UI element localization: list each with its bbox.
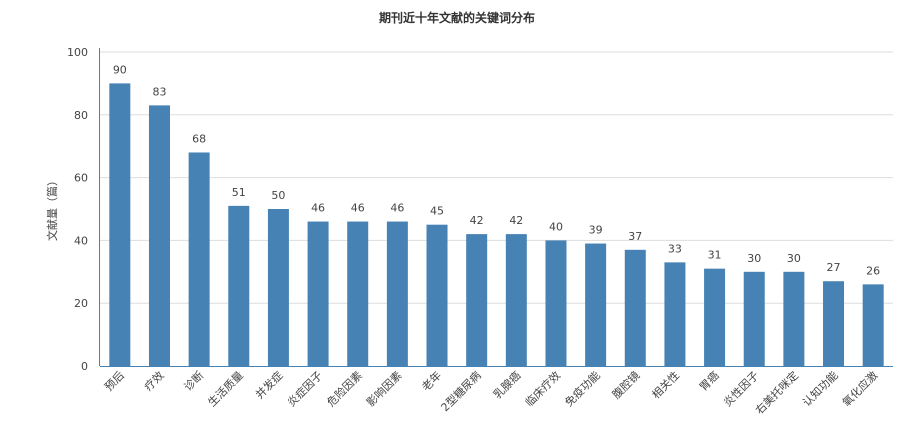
- bar: [148, 105, 170, 366]
- data-label: 46: [311, 202, 325, 215]
- data-label: 40: [549, 220, 563, 233]
- x-tick-label: 临床疗效: [522, 368, 563, 409]
- data-labels: 90 83 68 51 50 46 46 46 45 42 42 40 39 37 33 31 30 30 27 26: [113, 63, 880, 277]
- bar: [664, 262, 686, 366]
- bar: [823, 281, 845, 366]
- data-label: 90: [113, 63, 127, 76]
- bar: [743, 271, 765, 366]
- x-axis-labels: 预后 疗效 诊断 生活质量 并发症 炎症因子 危险因素 影响因素 老年2型糖尿病 乳腺癌 临床疗效免…: [102, 368, 880, 417]
- x-tick-label: 炎症因子: [284, 368, 325, 409]
- data-label: 46: [390, 202, 404, 215]
- x-tick-label: 老年: [419, 368, 444, 393]
- x-tick-label: 免疫功能: [562, 368, 603, 409]
- data-label: 46: [351, 202, 365, 215]
- data-label: 83: [152, 85, 166, 98]
- y-axis-ticks: 0 20 40 60 80 100: [67, 46, 88, 373]
- y-axis-label: 文献量（篇）: [45, 175, 59, 241]
- bar: [267, 209, 289, 366]
- x-tick-label: 相关性: [649, 368, 682, 401]
- x-tick-label: 乳腺癌: [490, 368, 523, 401]
- bar: [188, 152, 210, 366]
- y-tick-label: 60: [74, 172, 88, 185]
- x-tick-label: 预后: [102, 369, 127, 394]
- bar: [545, 240, 567, 366]
- data-label: 30: [747, 252, 761, 265]
- chart-title: 期刊近十年文献的关键词分布: [379, 10, 535, 25]
- data-label: 51: [232, 186, 246, 199]
- x-tick-label: 生活质量: [205, 368, 246, 409]
- data-label: 30: [787, 252, 801, 265]
- x-tick-label: 腹腔镜: [609, 368, 642, 401]
- x-tick-label: 氧化应激: [839, 368, 880, 409]
- data-label: 26: [866, 264, 880, 277]
- data-label: 42: [509, 214, 523, 227]
- bar: [426, 224, 448, 366]
- data-label: 31: [708, 249, 722, 262]
- gridlines: [100, 51, 893, 304]
- bar: [307, 221, 329, 366]
- bars: [109, 83, 884, 367]
- bar: [228, 205, 250, 366]
- y-tick-label: 100: [67, 46, 88, 59]
- bar: [347, 221, 369, 366]
- data-label: 68: [192, 132, 206, 145]
- data-label: 33: [668, 242, 682, 255]
- data-label: 37: [628, 230, 642, 243]
- x-tick-label: 认知功能: [800, 368, 841, 409]
- bar: [624, 249, 646, 366]
- bar: [585, 243, 607, 366]
- x-tick-label: 2型糖尿病: [438, 368, 484, 414]
- x-tick-label: 疗效: [141, 368, 166, 393]
- x-tick-label: 诊断: [181, 368, 206, 393]
- bar: [386, 221, 408, 366]
- bar: [466, 234, 488, 366]
- bar: [109, 83, 131, 367]
- data-label: 50: [271, 189, 285, 202]
- bar: [704, 268, 726, 366]
- bar: [505, 234, 527, 366]
- y-tick-label: 80: [74, 109, 88, 122]
- bar: [783, 271, 805, 366]
- x-tick-label: 右美托咪定: [752, 368, 801, 417]
- x-tick-label: 炎性因子: [720, 368, 761, 409]
- x-tick-label: 胃癌: [696, 368, 721, 393]
- y-tick-label: 40: [74, 234, 88, 247]
- data-label: 27: [827, 261, 841, 274]
- x-tick-label: 并发症: [252, 368, 285, 401]
- y-tick-label: 20: [74, 297, 88, 310]
- data-label: 42: [470, 214, 484, 227]
- bar: [862, 284, 884, 366]
- data-label: 45: [430, 205, 444, 218]
- x-tick-label: 影响因素: [364, 369, 404, 409]
- data-label: 39: [589, 224, 603, 237]
- y-tick-label: 0: [81, 360, 88, 373]
- x-tick-label: 危险因素: [324, 368, 365, 409]
